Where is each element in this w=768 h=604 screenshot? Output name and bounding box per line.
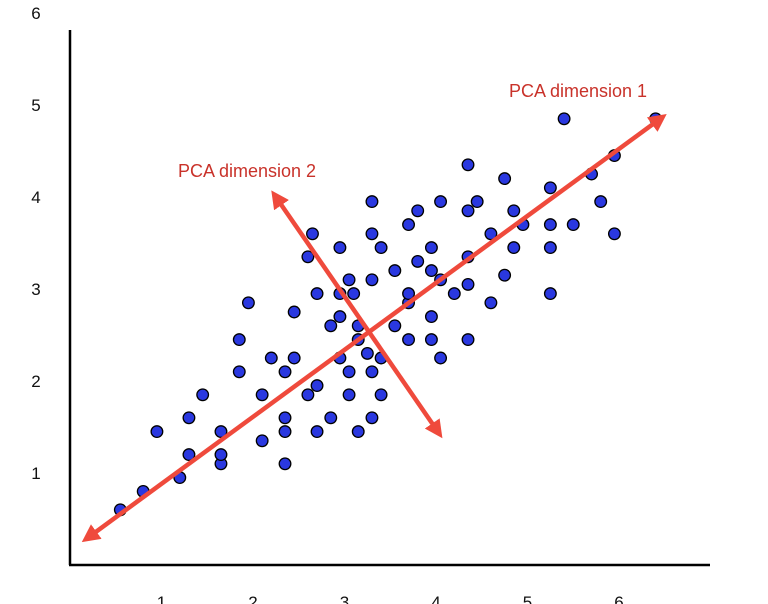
scatter-point — [342, 273, 356, 287]
pca-arrows — [81, 114, 667, 543]
scatter-point — [434, 195, 448, 209]
scatter-point — [461, 158, 475, 172]
scatter-point — [411, 204, 425, 218]
scatter-point — [214, 448, 228, 462]
scatter-point — [461, 204, 475, 218]
scatter-point — [333, 310, 347, 324]
scatter-point — [365, 273, 379, 287]
scatter-point — [388, 319, 402, 333]
x-tick-label: 5 — [523, 593, 532, 604]
scatter-point — [196, 388, 210, 402]
pc2-label: PCA dimension 2 — [178, 161, 316, 181]
scatter-point — [360, 346, 374, 360]
pc2-arrow — [271, 190, 443, 439]
x-tick-label: 1 — [157, 593, 166, 604]
scatter-point — [264, 351, 278, 365]
scatter-point — [347, 287, 361, 301]
scatter-point — [447, 287, 461, 301]
scatter-point — [388, 264, 402, 278]
scatter-point — [301, 388, 315, 402]
y-tick-labels: 1 2 3 4 5 6 — [31, 4, 40, 483]
scatter-point — [424, 310, 438, 324]
scatter-point — [424, 333, 438, 347]
scatter-point — [507, 241, 521, 255]
scatter-point — [434, 351, 448, 365]
scatter-point — [342, 388, 356, 402]
y-tick-label: 1 — [31, 464, 40, 483]
scatter-point — [566, 218, 580, 232]
y-tick-label: 3 — [31, 280, 40, 299]
scatter-point — [557, 112, 571, 126]
scatter-point — [594, 195, 608, 209]
y-tick-label: 6 — [31, 4, 40, 23]
scatter-point — [278, 411, 292, 425]
scatter-point — [402, 333, 416, 347]
scatter-point — [498, 172, 512, 186]
scatter-point — [424, 241, 438, 255]
scatter-point — [310, 425, 324, 439]
scatter-point — [310, 287, 324, 301]
y-tick-label: 4 — [31, 188, 40, 207]
scatter-point — [232, 365, 246, 379]
scatter-point — [232, 333, 246, 347]
scatter-point — [461, 277, 475, 291]
scatter-point — [470, 195, 484, 209]
pc1-arrow — [81, 114, 667, 543]
scatter-point — [543, 181, 557, 195]
scatter-point — [543, 241, 557, 255]
scatter-point — [484, 296, 498, 310]
scatter-point — [287, 305, 301, 319]
scatter-point — [402, 218, 416, 232]
x-tick-label: 6 — [614, 593, 623, 604]
x-tick-label: 2 — [248, 593, 257, 604]
scatter-point — [182, 411, 196, 425]
scatter-point — [278, 457, 292, 471]
scatter-point — [333, 241, 347, 255]
scatter-point — [342, 365, 356, 379]
scatter-point — [351, 425, 365, 439]
x-tick-label: 3 — [340, 593, 349, 604]
scatter-point — [365, 365, 379, 379]
scatter-point — [278, 425, 292, 439]
scatter-point — [424, 264, 438, 278]
y-tick-label: 2 — [31, 372, 40, 391]
scatter-point — [278, 365, 292, 379]
scatter-point — [255, 388, 269, 402]
scatter-point — [365, 411, 379, 425]
scatter-point — [411, 254, 425, 268]
scatter-point — [607, 227, 621, 241]
scatter-point — [365, 227, 379, 241]
scatter-point — [241, 296, 255, 310]
scatter-point — [287, 351, 301, 365]
y-tick-label: 5 — [31, 96, 40, 115]
scatter-point — [310, 379, 324, 393]
scatter-point — [374, 241, 388, 255]
scatter-point — [374, 388, 388, 402]
scatter-point — [543, 218, 557, 232]
pc1-label: PCA dimension 1 — [509, 81, 647, 101]
scatter-point — [324, 411, 338, 425]
scatter-point — [365, 195, 379, 209]
scatter-point — [461, 333, 475, 347]
scatter-point — [306, 227, 319, 241]
pca-labels: PCA dimension 1 PCA dimension 2 — [178, 81, 647, 181]
scatter-point — [507, 204, 521, 218]
x-tick-labels: 1 2 3 4 5 6 — [157, 593, 624, 604]
scatter-point — [150, 425, 164, 439]
x-tick-label: 4 — [431, 593, 440, 604]
scatter-point — [324, 319, 338, 333]
scatter-point — [255, 434, 269, 448]
scatter-point — [543, 287, 557, 301]
scatter-point — [498, 268, 512, 282]
